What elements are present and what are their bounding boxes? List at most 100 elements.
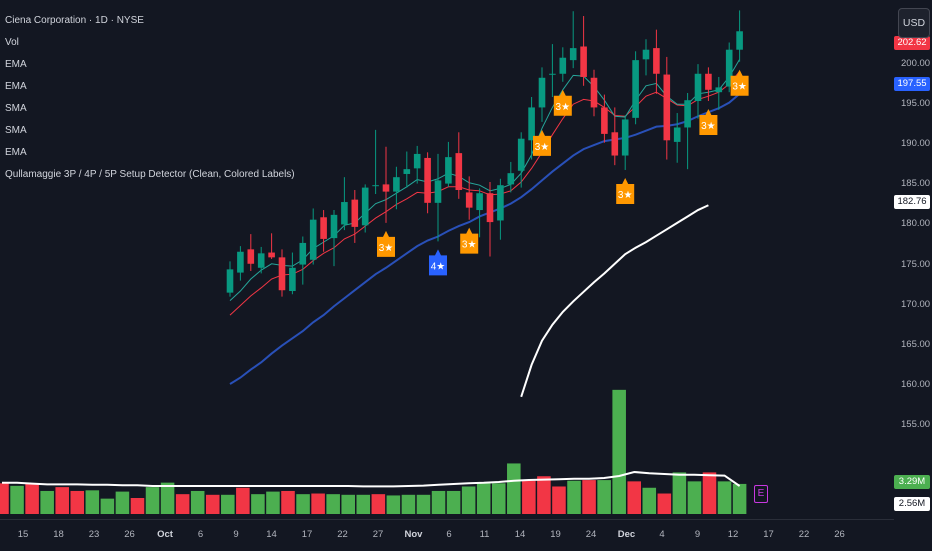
setup-badge-label: 3★ xyxy=(701,121,716,132)
candle-body xyxy=(497,185,504,221)
setup-badge[interactable]: 3★ xyxy=(377,230,395,257)
legend-ema-1[interactable]: EMA xyxy=(5,59,27,70)
volume-bar xyxy=(582,480,596,514)
legend-ema-3[interactable]: EMA xyxy=(5,147,27,158)
volume-bar xyxy=(236,487,250,514)
volume-bar xyxy=(130,498,145,514)
volume-bar xyxy=(732,483,747,514)
time-tick-label: 17 xyxy=(301,529,313,540)
volume-bar xyxy=(100,498,115,514)
volume-bar xyxy=(552,486,566,514)
time-axis[interactable]: 15 18 23 26 Oct 6 9 14 17 22 27 Nov 6 11 14 19 24 Dec 4 9 12… xyxy=(0,519,894,551)
setup-badge-shape xyxy=(699,109,718,136)
candle-body xyxy=(413,153,421,169)
candle-body xyxy=(455,153,463,191)
time-tick-label: 15 xyxy=(17,529,29,540)
time-tick-label: 24 xyxy=(585,529,597,540)
time-tick-label: Dec xyxy=(617,529,636,540)
candle-body xyxy=(289,267,296,292)
setup-badge[interactable]: 3★ xyxy=(616,177,635,204)
time-tick-label: 6 xyxy=(446,529,452,540)
price-tick-label: 180.00 xyxy=(901,218,931,230)
legend-sma-2[interactable]: SMA xyxy=(5,125,27,136)
setup-badge[interactable]: 3★ xyxy=(699,109,718,136)
volume-bar xyxy=(386,495,401,514)
candle-body xyxy=(517,138,525,171)
setup-badge-label: 3★ xyxy=(732,82,747,93)
setup-badge-shape xyxy=(616,177,635,204)
setup-badge-shape xyxy=(533,129,551,156)
candle-body xyxy=(237,251,244,273)
time-tick-label: 9 xyxy=(233,529,239,540)
candle-body xyxy=(559,57,567,74)
volume-bar xyxy=(0,483,9,514)
price-tag: 202.62 xyxy=(894,36,930,51)
volume-bar xyxy=(717,481,732,514)
time-tick-label: 18 xyxy=(53,529,64,540)
volume-bar xyxy=(10,485,24,514)
ema-slow-line xyxy=(229,71,740,316)
setup-badge-label: 3★ xyxy=(556,102,571,113)
setup-badge[interactable]: 4★ xyxy=(429,249,447,276)
setup-badge-shape xyxy=(730,69,749,96)
candle-body xyxy=(476,193,483,211)
candle-body xyxy=(247,249,255,264)
candle-body xyxy=(632,60,639,118)
volume-bar xyxy=(55,487,69,514)
legend-sma-1[interactable]: SMA xyxy=(5,103,27,114)
candle-body xyxy=(673,127,681,142)
setup-badge-shape xyxy=(460,227,479,254)
price-tick-label: 175.00 xyxy=(901,258,931,270)
volume-bar xyxy=(537,476,551,514)
candle-body xyxy=(226,269,234,293)
candle-body xyxy=(538,77,546,108)
setup-badge[interactable]: 3★ xyxy=(730,69,749,96)
candle-body xyxy=(351,199,359,227)
price-tick-label: 160.00 xyxy=(901,378,931,390)
legend-setup-detector[interactable]: Qullamaggie 3P / 4P / 5P Setup Detector … xyxy=(5,169,295,180)
candle-body xyxy=(299,242,307,265)
legend-vol[interactable]: Vol xyxy=(5,37,19,48)
setup-badge[interactable]: 3★ xyxy=(553,89,572,116)
volume-bar xyxy=(326,494,340,514)
volume-bar xyxy=(371,494,386,514)
candle-body xyxy=(393,177,400,192)
candle-body xyxy=(653,48,660,74)
volume-bar xyxy=(401,494,416,514)
candle-body xyxy=(445,157,452,184)
candle-body xyxy=(424,157,431,203)
setup-badge[interactable]: 3★ xyxy=(460,227,479,254)
price-tag: 182.76 xyxy=(894,195,930,210)
candle-body xyxy=(715,87,723,93)
legend-ema-2[interactable]: EMA xyxy=(5,81,27,92)
candle-body xyxy=(549,73,556,75)
candle-body xyxy=(725,49,733,87)
volume-bar xyxy=(160,482,175,514)
volume-bar xyxy=(431,490,446,514)
candle-body xyxy=(268,252,275,258)
volume-bar xyxy=(446,490,461,514)
setup-badge[interactable]: 3★ xyxy=(533,129,551,156)
volume-bar xyxy=(221,494,235,514)
sma-long-line xyxy=(520,204,709,398)
volume-bar xyxy=(281,490,295,514)
volume-bar xyxy=(296,494,310,514)
earnings-marker[interactable]: E xyxy=(754,485,768,503)
legend-title[interactable]: Ciena Corporation · 1D · NYSE xyxy=(5,15,144,26)
price-tag: 197.55 xyxy=(894,76,930,91)
volume-bar xyxy=(25,483,39,514)
price-chart[interactable]: 3★ 4★ 3★ 3★ 3★ 3★ 3★ 3★ xyxy=(0,0,894,519)
time-tick-label: 9 xyxy=(694,529,701,540)
price-tick-label: 165.00 xyxy=(901,338,931,350)
candle-body xyxy=(372,185,379,187)
candle-body xyxy=(434,180,442,203)
time-tick-label: 22 xyxy=(798,529,810,540)
currency-button[interactable]: USD xyxy=(898,8,930,38)
time-tick-label: Oct xyxy=(157,529,173,540)
price-axis[interactable]: 205.00200.00195.00190.00185.00180.00175.… xyxy=(894,0,932,550)
volume-bar xyxy=(567,480,581,514)
volume-bar xyxy=(251,494,265,514)
setup-badge-label: 3★ xyxy=(618,190,633,201)
candle-body xyxy=(684,100,691,128)
candle-body xyxy=(601,107,608,134)
